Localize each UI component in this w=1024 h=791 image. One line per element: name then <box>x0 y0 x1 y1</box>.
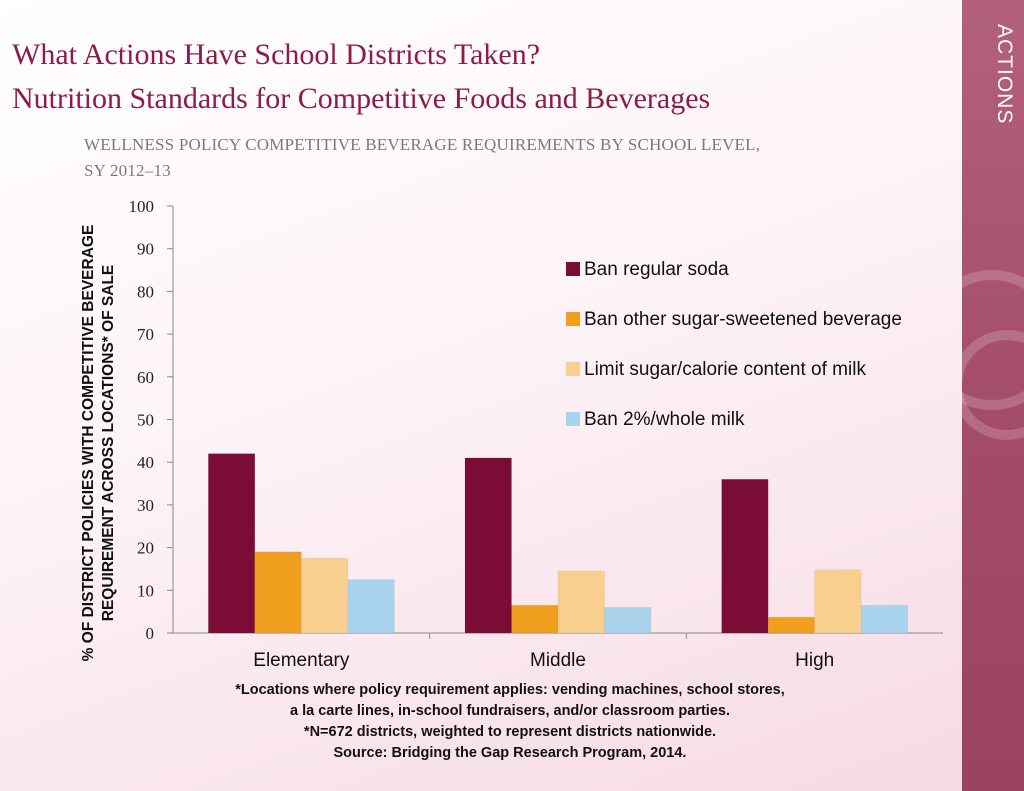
y-tick-label: 50 <box>137 411 154 430</box>
page-title-line2: Nutrition Standards for Competitive Food… <box>12 82 711 115</box>
bar-middle-2 <box>511 604 559 634</box>
y-tick-label: 100 <box>129 197 155 216</box>
bar-middle-4 <box>604 607 652 634</box>
bar-elementary-3 <box>301 558 349 634</box>
y-axis-label-line1: % OF DISTRICT POLICIES WITH COMPETITIVE … <box>80 225 97 662</box>
y-tick-label: 40 <box>137 453 154 472</box>
y-tick-label: 30 <box>137 496 154 515</box>
bar-high-2 <box>767 616 815 634</box>
footnote-1: *Locations where policy requirement appl… <box>235 682 785 698</box>
legend-label: Ban other sugar-sweetened beverage <box>584 309 902 330</box>
bar-high-3 <box>814 569 862 634</box>
bar-middle-1 <box>464 457 512 634</box>
y-tick-label: 70 <box>137 325 154 344</box>
bar-elementary-2 <box>254 551 302 634</box>
page-title-line1: What Actions Have School Districts Taken… <box>12 38 541 71</box>
bar-elementary-1 <box>208 453 256 634</box>
legend-swatch <box>566 312 580 326</box>
legend-swatch <box>566 412 580 426</box>
y-tick-label: 80 <box>137 282 154 301</box>
legend-label: Ban regular soda <box>584 259 729 280</box>
footnote-2: a la carte lines, in-school fundraisers,… <box>290 703 730 719</box>
x-tick-labels: Elementary Middle High <box>253 650 834 671</box>
y-tick-label: 60 <box>137 368 154 387</box>
bars <box>208 453 908 634</box>
bar-elementary-4 <box>347 579 395 634</box>
x-tick-label: Middle <box>530 650 586 671</box>
bar-high-1 <box>721 479 769 634</box>
chart-subtitle-line1: WELLNESS POLICY COMPETITIVE BEVERAGE REQ… <box>84 135 761 154</box>
y-tick-label: 10 <box>137 581 154 600</box>
decorative-ring <box>962 330 1024 440</box>
y-tick-label: 20 <box>137 539 154 558</box>
y-axis-label: % OF DISTRICT POLICIES WITH COMPETITIVE … <box>80 225 117 662</box>
y-tick-label: 0 <box>146 624 155 643</box>
bar-high-4 <box>860 604 908 634</box>
chart-subtitle-line2: SY 2012–13 <box>84 161 171 180</box>
legend-swatch <box>566 262 580 276</box>
y-tick-label: 90 <box>137 240 154 259</box>
section-sidebar <box>962 0 1024 791</box>
footnote-3: *N=672 districts, weighted to represent … <box>303 724 717 740</box>
bar-middle-3 <box>557 570 605 634</box>
x-tick-label: Elementary <box>253 650 350 671</box>
legend-label: Ban 2%/whole milk <box>584 409 745 430</box>
y-axis-label-line2: REQUIREMENT ACROSS LOCATIONS* OF SALE <box>100 265 117 622</box>
legend-label: Limit sugar/calorie content of milk <box>584 359 866 380</box>
legend: Ban regular soda Ban other sugar-sweetene… <box>566 259 902 430</box>
footnote-source: Source: Bridging the Gap Research Progra… <box>333 745 687 761</box>
legend-swatch <box>566 362 580 376</box>
x-tick-label: High <box>795 650 834 671</box>
